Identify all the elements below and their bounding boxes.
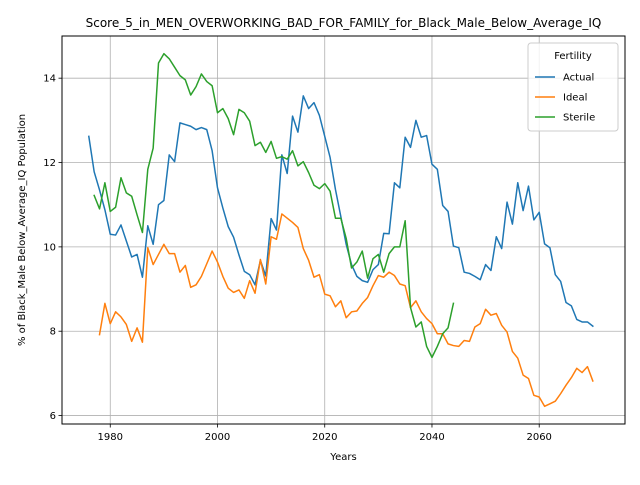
chart-title: Score_5_in_MEN_OVERWORKING_BAD_FOR_FAMIL… [86, 16, 602, 30]
legend-label-sterile: Sterile [563, 113, 595, 124]
series-line-actual [87, 95, 594, 328]
x-tick-label: 2060 [526, 432, 551, 443]
legend-label-ideal: Ideal [563, 93, 587, 104]
x-tick-label: 2040 [419, 432, 444, 443]
y-tick-label: 6 [50, 411, 56, 422]
series-line-ideal [98, 213, 594, 408]
legend-box [527, 42, 619, 132]
y-tick-label: 14 [43, 74, 56, 85]
series-lines [87, 52, 594, 408]
plot-area-frame [61, 35, 626, 425]
x-tick-label: 2020 [312, 432, 337, 443]
legend-label-actual: Actual [563, 73, 594, 84]
y-tick-label: 12 [43, 158, 56, 169]
x-tick-label: 2000 [205, 432, 230, 443]
legend-title: Fertility [554, 51, 592, 62]
y-tick-label: 8 [50, 327, 56, 338]
axis-ticks: 1980 2000 2020 2040 2060 6 8 10 12 14 [43, 74, 552, 443]
y-tick-label: 10 [43, 242, 56, 253]
y-axis-label: % of Black_Male Below_Average_IQ Populat… [17, 114, 28, 346]
legend-entries: Actual Ideal Sterile [535, 73, 595, 124]
series-line-sterile [93, 52, 455, 359]
x-tick-label: 1980 [98, 432, 123, 443]
legend: Fertility Actual Ideal Sterile [527, 42, 619, 132]
x-axis-label: Years [329, 452, 356, 463]
